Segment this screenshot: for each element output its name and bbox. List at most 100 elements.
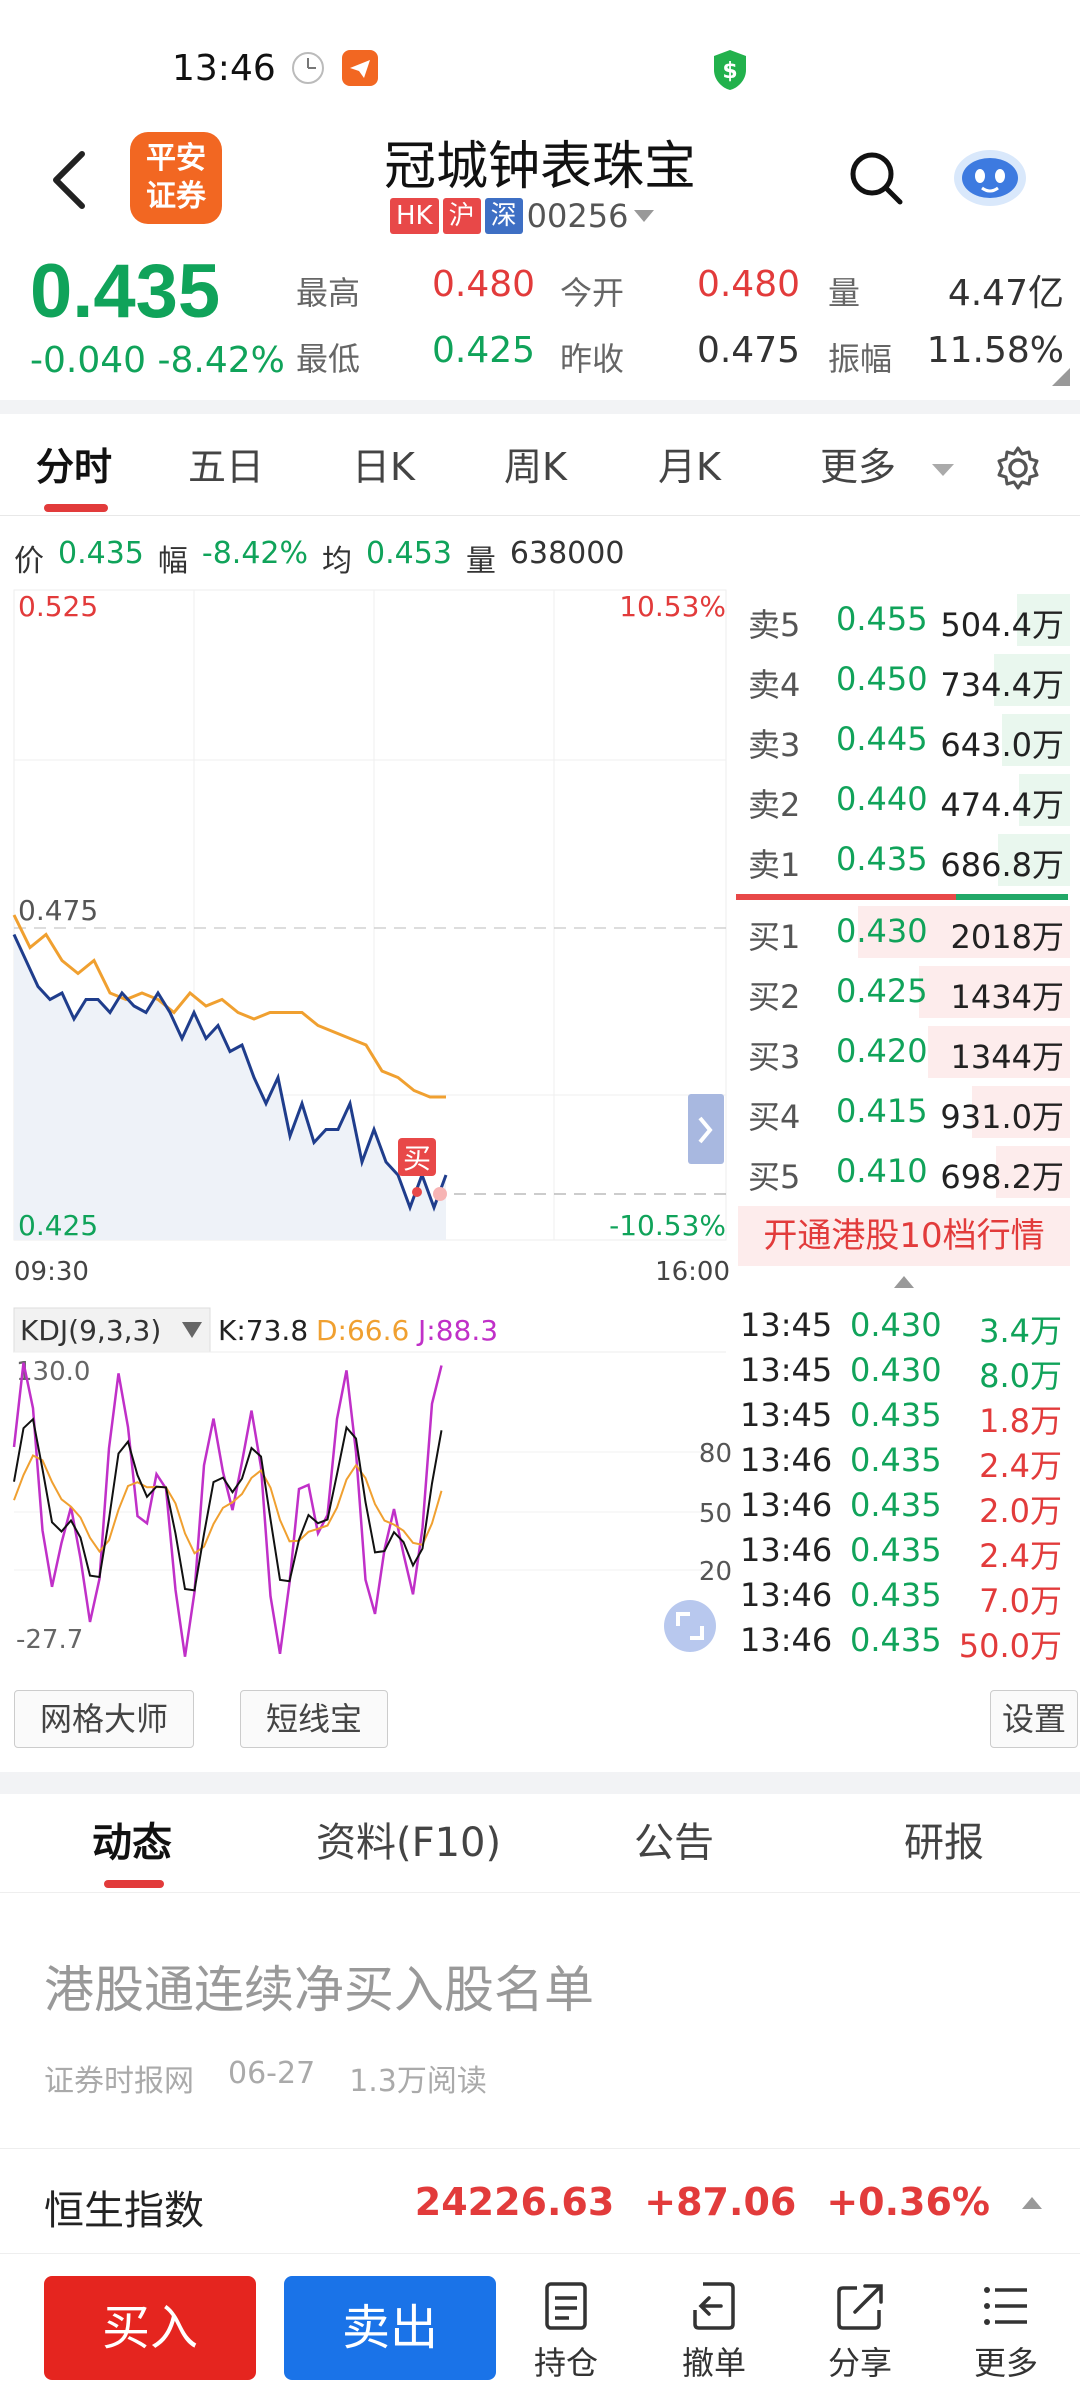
bid-volume: 2018万: [950, 918, 1064, 956]
open-level2-button[interactable]: 开通港股10档行情: [738, 1206, 1070, 1266]
ask-label: 卖3: [748, 726, 801, 764]
expand-icon: [676, 1612, 704, 1640]
tab-daily-k[interactable]: 日K: [352, 445, 415, 489]
buy-marker[interactable]: [398, 1138, 436, 1176]
index-change: +87.06: [644, 2180, 797, 2224]
tick-row: 13:46 0.435 2.4万: [740, 1441, 1070, 1486]
ask-row-2[interactable]: 卖2 0.440 474.4万: [740, 770, 1070, 830]
status-bar: 13:46 $: [0, 0, 1080, 130]
bid-volume: 1344万: [950, 1038, 1064, 1076]
robot-assistant-icon[interactable]: [950, 140, 1030, 208]
indicator-bottom-label: -27.7: [16, 1625, 83, 1655]
cancel-order-button[interactable]: 撤单: [664, 2280, 764, 2390]
back-icon[interactable]: [40, 140, 100, 220]
tab-more[interactable]: 更多: [820, 445, 897, 489]
short-line-button[interactable]: 短线宝: [240, 1690, 388, 1748]
tab-announcements[interactable]: 公告: [634, 1820, 714, 1866]
broker-logo: 平安 证券: [130, 132, 222, 224]
cancel-order-label: 撤单: [681, 2344, 746, 2382]
tick-price: 0.435: [850, 1441, 942, 1479]
expand-orderbook-button[interactable]: [688, 1094, 724, 1164]
logo-text-top: 平安: [146, 141, 206, 176]
indicator-selector[interactable]: [13, 1307, 211, 1353]
intraday-chart[interactable]: 0.525 0.475 0.425 10.53% -10.53% 买 09:30…: [0, 580, 740, 1680]
ask-row-5[interactable]: 卖5 0.455 504.4万: [740, 590, 1070, 650]
tab-monthly-k[interactable]: 月K: [658, 445, 721, 489]
info-avg: 0.453: [366, 536, 452, 571]
bid-price: 0.415: [836, 1092, 928, 1130]
tab-weekly-k[interactable]: 周K: [504, 445, 567, 489]
sell-button[interactable]: 卖出: [284, 2276, 496, 2380]
indicator-name: KDJ(9,3,3): [20, 1314, 161, 1347]
chevron-up-icon[interactable]: [1020, 2193, 1044, 2211]
kdj-d-label: D:66.6: [316, 1314, 409, 1347]
kdj-k-label: K:73.8: [218, 1314, 308, 1347]
news-meta: 证券时报网 06-27 1.3万阅读: [44, 2056, 487, 2100]
ask-row-3[interactable]: 卖3 0.445 643.0万: [740, 710, 1070, 770]
ask-row-1[interactable]: 卖1 0.435 686.8万: [740, 830, 1070, 890]
bid-label: 买1: [748, 918, 801, 956]
search-icon[interactable]: [848, 150, 904, 206]
pct-bottom-label: -10.53%: [609, 1209, 726, 1242]
chevron-up-icon[interactable]: [892, 1274, 916, 1290]
ask-volume: 504.4万: [940, 606, 1064, 644]
open-value: 0.480: [696, 264, 800, 305]
index-values: 24226.63 +87.06 +0.36%: [415, 2180, 1044, 2224]
tick-time: 13:46: [740, 1576, 833, 1614]
tick-volume: 50.0万: [958, 1627, 1062, 1665]
tick-row: 13:45 0.430 8.0万: [740, 1351, 1070, 1396]
tick-time: 13:45: [740, 1396, 833, 1434]
positions-button[interactable]: 持仓: [516, 2280, 616, 2390]
kdj-k-line: [13, 1417, 443, 1592]
news-title[interactable]: 港股通连续净买入股名单: [44, 1961, 594, 2019]
bid-label: 买3: [748, 1038, 801, 1076]
tick-row: 13:46 0.435 2.0万: [740, 1486, 1070, 1531]
chevron-down-icon[interactable]: [632, 206, 656, 226]
index-name: 恒生指数: [44, 2188, 204, 2234]
tab-news[interactable]: 动态: [92, 1820, 172, 1866]
x-start-label: 09:30: [14, 1257, 89, 1287]
document-list-icon: [545, 2282, 587, 2330]
tab-intraday[interactable]: 分时: [36, 445, 113, 489]
fullscreen-button[interactable]: [664, 1600, 716, 1652]
ask-row-4[interactable]: 卖4 0.450 734.4万: [740, 650, 1070, 710]
news-reads: 1.3万阅读: [349, 2064, 487, 2099]
tick-price: 0.430: [850, 1306, 942, 1344]
logo-text-bottom: 证券: [146, 179, 206, 214]
ask-price: 0.445: [836, 720, 928, 758]
info-avg-label: 均: [322, 544, 353, 579]
bid-row-4[interactable]: 买4 0.415 931.0万: [740, 1082, 1070, 1142]
prev-close-label: 昨收: [560, 340, 625, 378]
high-label: 最高: [296, 274, 361, 312]
news-list: [0, 1892, 1080, 2148]
market-tag-sz: 深: [484, 198, 523, 234]
share-button[interactable]: 分享: [810, 2280, 910, 2390]
volume-label: 量: [828, 274, 861, 312]
bid-row-3[interactable]: 买3 0.420 1344万: [740, 1022, 1070, 1082]
tick-volume: 2.4万: [979, 1447, 1062, 1485]
buy-button[interactable]: 买入: [44, 2276, 256, 2380]
bid-row-5[interactable]: 买5 0.410 698.2万: [740, 1142, 1070, 1202]
tick-volume: 3.4万: [979, 1312, 1062, 1350]
info-vol-label: 量: [465, 544, 496, 579]
index-ticker-bar[interactable]: [0, 2148, 1080, 2254]
level-80: 80: [699, 1439, 732, 1469]
grid-master-button[interactable]: 网格大师: [14, 1690, 194, 1748]
price-line: [12, 933, 448, 1212]
y-mid-label: 0.475: [18, 894, 98, 927]
corner-expand-icon[interactable]: [1052, 368, 1070, 386]
tick-volume: 2.0万: [979, 1492, 1062, 1530]
chevron-down-icon[interactable]: [182, 1322, 202, 1338]
gear-icon[interactable]: [994, 444, 1042, 492]
bid-row-2[interactable]: 买2 0.425 1434万: [740, 962, 1070, 1022]
chevron-down-icon[interactable]: [930, 460, 956, 480]
tab-five-day[interactable]: 五日: [188, 445, 265, 489]
tab-research[interactable]: 研报: [904, 1820, 984, 1866]
more-button[interactable]: 更多: [956, 2280, 1056, 2390]
tab-f10[interactable]: 资料(F10): [316, 1820, 502, 1866]
chart-settings-button[interactable]: 设置: [990, 1690, 1078, 1748]
tick-time: 13:45: [740, 1351, 833, 1389]
stock-name: 冠城钟表珠宝: [383, 137, 696, 197]
bid-row-1[interactable]: 买1 0.430 2018万: [740, 902, 1070, 962]
kdj-d-line: [13, 1454, 443, 1555]
